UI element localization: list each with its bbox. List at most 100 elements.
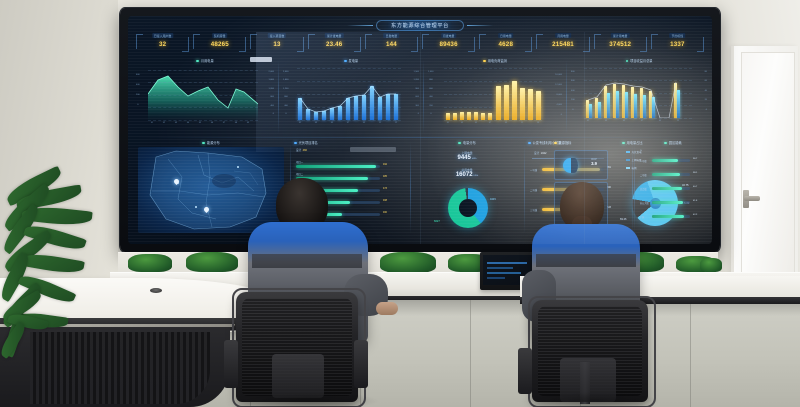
panel-title-row: 电量分布 [414, 140, 520, 145]
panel-title: 能源分布 [206, 141, 220, 145]
ranking-search-box[interactable] [350, 147, 396, 152]
donut-value-a: 9445 [490, 198, 496, 201]
hbar-label: 项目二 [296, 173, 304, 176]
legend-item-feed[interactable]: 上网电量 [626, 158, 642, 162]
kpi-row: 已接入用户数 32 装机容量 48265 接入项目数 13 累计发电量 23.4… [134, 33, 706, 55]
legend-dot-icon [458, 141, 461, 145]
hbar-value: 851 [607, 166, 611, 169]
kpi-card[interactable]: 日用电量 4628 [477, 33, 534, 55]
chair-shadow [240, 392, 380, 407]
kpi-value: 13 [273, 41, 281, 48]
panel-title: 项目收益月总量 [630, 59, 653, 63]
hbar-value: 42.2 [693, 214, 698, 216]
chair-lumbar [272, 354, 324, 398]
hbar-value: 40.7 [693, 186, 698, 188]
monitor-content [487, 262, 533, 280]
kpi-label: 节约标煤 [669, 33, 686, 38]
panel-toolbar[interactable] [250, 57, 272, 62]
hbar-axis-note: % [640, 150, 642, 152]
kpi-label: 接入项目数 [267, 33, 287, 38]
dashboard: 东方能源综合管理平台 已接入用户数 32 装机容量 48265 接入项目数 13 [128, 16, 712, 244]
kpi-value: 1337 [670, 41, 685, 48]
panel-device-rate[interactable]: 园区能耗 % 一号楼 36.7 二号楼 38.1 综合楼 40.7 办公大楼 4… [638, 140, 708, 238]
ranking-total: 设计 482 [296, 148, 307, 152]
panel-grid-load[interactable]: 用电负荷监测 1,000 800 600 400 200 0 16,000 12,… [428, 58, 562, 136]
kpi-value: 48265 [210, 41, 229, 48]
gauge-metric-name: ROP [591, 158, 597, 161]
legend-item-grid[interactable]: 电网 [626, 166, 637, 170]
planter-hedge [700, 258, 722, 272]
kpi-card[interactable]: 月用电量 215481 [534, 33, 591, 55]
kpi-value: 32 [158, 41, 167, 48]
legend-item-pv[interactable]: 光伏发电 [626, 150, 642, 154]
panel-title-row: 能源指标 [554, 140, 571, 145]
gauge-icon [563, 158, 578, 173]
panel-region-map[interactable]: 能源分布 [136, 140, 286, 238]
metric-label: 总用电量 [461, 168, 473, 172]
hbar-label: 项目一 [296, 161, 304, 164]
kpi-card[interactable]: 节约标煤 1337 [649, 33, 706, 55]
kpi-card[interactable]: 累计发电量 23.46 [306, 33, 363, 55]
panel-monthly-income[interactable]: 项目收益月总量 800 600 400 200 0 80 60 40 20 0 [571, 58, 707, 136]
hbar-value: 690 [607, 186, 611, 189]
kpi-label: 月发电量 [440, 33, 457, 38]
panel-title-row: 园区能耗 [638, 140, 708, 145]
kpi-card[interactable]: 接入项目数 13 [248, 33, 305, 55]
chair-lumbar [560, 358, 616, 402]
title-wing-left [347, 25, 374, 26]
kpi-card[interactable]: 月发电量 89436 [420, 33, 477, 55]
chair-armrest[interactable] [518, 348, 532, 394]
kpi-card[interactable]: 已接入用户数 32 [134, 33, 191, 55]
chair-armrest[interactable] [224, 340, 238, 388]
office-chair-right[interactable] [518, 296, 658, 407]
panel-divider [278, 60, 279, 134]
map-pin-icon[interactable] [172, 177, 181, 186]
kpi-value: 4628 [498, 41, 514, 48]
planter-hedge [380, 252, 436, 273]
door-handle-icon[interactable] [744, 196, 760, 201]
donut-chart[interactable] [448, 188, 488, 228]
chair-armrest[interactable] [354, 340, 368, 388]
kpi-label: 已接入用户数 [151, 33, 174, 38]
metric-label: 上网电量 [461, 151, 473, 155]
office-chair-left[interactable] [224, 288, 368, 407]
panel-title: 园区能耗 [668, 141, 682, 145]
y-axis-left: 800 600 400 200 0 [571, 71, 575, 111]
bar-plot: 01 03 05 07 09 11 13 [444, 68, 542, 124]
panel-power-split[interactable]: 电量分布 上网电量 9445kWh 总用电量 16072kWh [414, 140, 520, 238]
y-axis-right: 2,000 1,600 1,200 800 400 0 [268, 71, 274, 116]
kpi-card[interactable]: 日发电量 144 [363, 33, 420, 55]
kpi-card[interactable]: 累计用电量 374512 [592, 33, 649, 55]
overlay-line [299, 85, 396, 113]
floor-plant [0, 165, 124, 378]
hbar-value: 460 [383, 211, 387, 214]
hbar-fill [652, 173, 680, 176]
panel-generation[interactable]: 发电量 2,000 1,600 1,200 800 400 0 1,500 1,200… [283, 58, 419, 136]
panel-seam [584, 32, 585, 244]
panel-title: 能源指标 [558, 141, 572, 145]
panel-monthly-power[interactable]: 月用电量 600 400 200 0 2,000 1,600 1,200 800 400… [136, 57, 274, 136]
legend-dot-icon [196, 59, 199, 63]
jacket-stripe [536, 254, 636, 267]
kpi-card[interactable]: 装机容量 48265 [191, 33, 248, 55]
hbar-fill [296, 165, 376, 168]
metric-value-row: 16072kWh [432, 172, 502, 178]
gauge-card[interactable]: ROP 3.9 [554, 150, 608, 180]
hbar-label: 一号楼 [640, 161, 647, 163]
panel-seam [420, 32, 421, 244]
dashboard-title: 东方能源综合管理平台 [391, 23, 449, 29]
hbar-fill [652, 187, 682, 190]
hbar-value: 485 [383, 175, 387, 178]
hbar-label: 综合楼 [640, 189, 647, 191]
kpi-value: 144 [385, 41, 397, 48]
legend-dot-icon [625, 59, 629, 63]
region-map[interactable] [138, 147, 284, 233]
hbar-value: 492 [383, 163, 387, 166]
panel-title-row: 光伏项目排名 [294, 140, 406, 145]
panel-title: 公变专线利用小时数 [532, 141, 562, 145]
pie-value-pv: 32.75 [682, 184, 689, 187]
hbar-fill [296, 177, 368, 180]
map-pin-icon[interactable] [202, 205, 211, 214]
ranking-total-value: 482 [302, 149, 307, 152]
panel-title-row: 项目收益月总量 [571, 58, 707, 63]
